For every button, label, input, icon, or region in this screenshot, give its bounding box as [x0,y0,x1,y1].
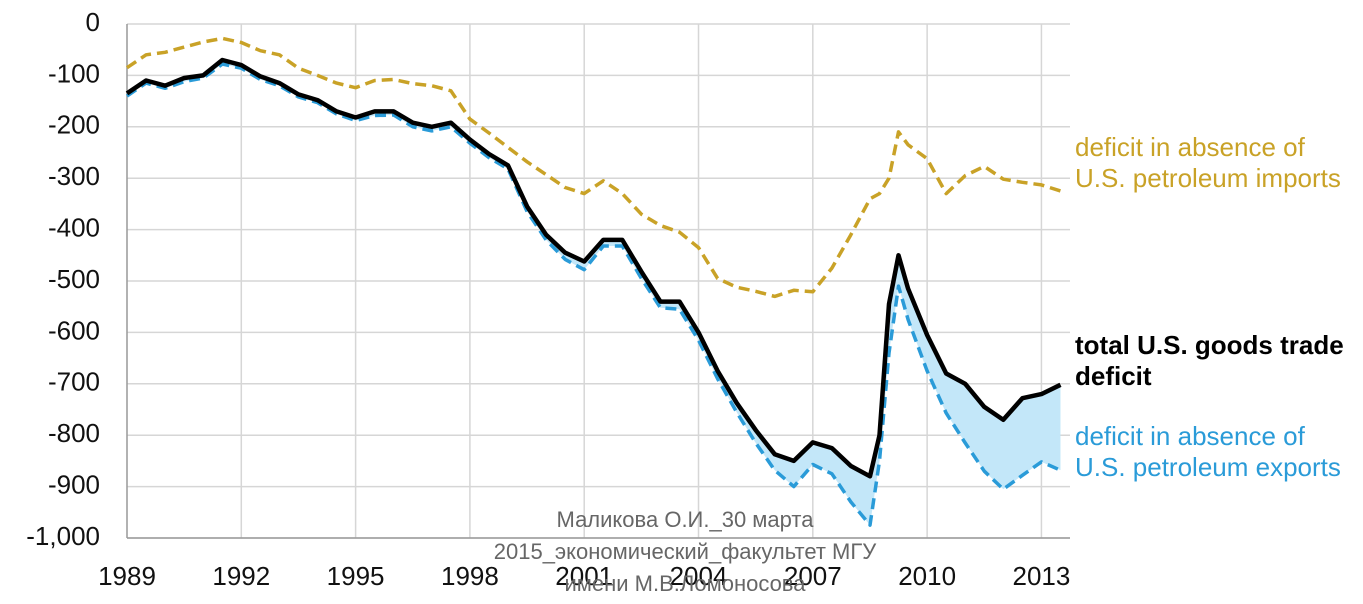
gap-area [127,59,1061,526]
x-tick-label: 1992 [212,561,270,591]
x-tick-label: 2004 [670,561,728,591]
exports-label: deficit in absence of U.S. petroleum exp… [1075,421,1341,482]
series-line [126,62,1062,527]
x-tick-label: 2010 [898,561,956,591]
y-tick-label: -100 [48,58,100,88]
y-tick-label: -800 [48,418,100,448]
y-tick-label: -500 [48,264,100,294]
y-tick-label: -400 [48,212,100,242]
watermark: Маликова О.И._30 марта [556,507,814,532]
watermark: 2015_экономический_факультет МГУ [493,539,877,564]
y-tick-label: -1,000 [26,521,100,551]
y-tick-label: 0 [86,7,100,37]
y-tick-label: -300 [48,161,100,191]
y-tick-label: -900 [48,469,100,499]
y-tick-label: -700 [48,367,100,397]
y-tick-label: -200 [48,110,100,140]
y-tick-label: -600 [48,315,100,345]
x-tick-label: 1989 [98,561,156,591]
x-tick-label: 1998 [441,561,499,591]
series-line [125,57,1062,479]
x-tick-label: 2001 [555,561,613,591]
x-tick-label: 2007 [784,561,842,591]
series-line [126,36,1062,299]
imports-label: deficit in absence of U.S. petroleum imp… [1075,132,1341,193]
total-label: total U.S. goods trade deficit [1075,330,1344,391]
x-tick-label: 1995 [327,561,385,591]
x-tick-label: 2013 [1013,561,1071,591]
watermark: имени М.В.Ломоносова [564,571,806,596]
